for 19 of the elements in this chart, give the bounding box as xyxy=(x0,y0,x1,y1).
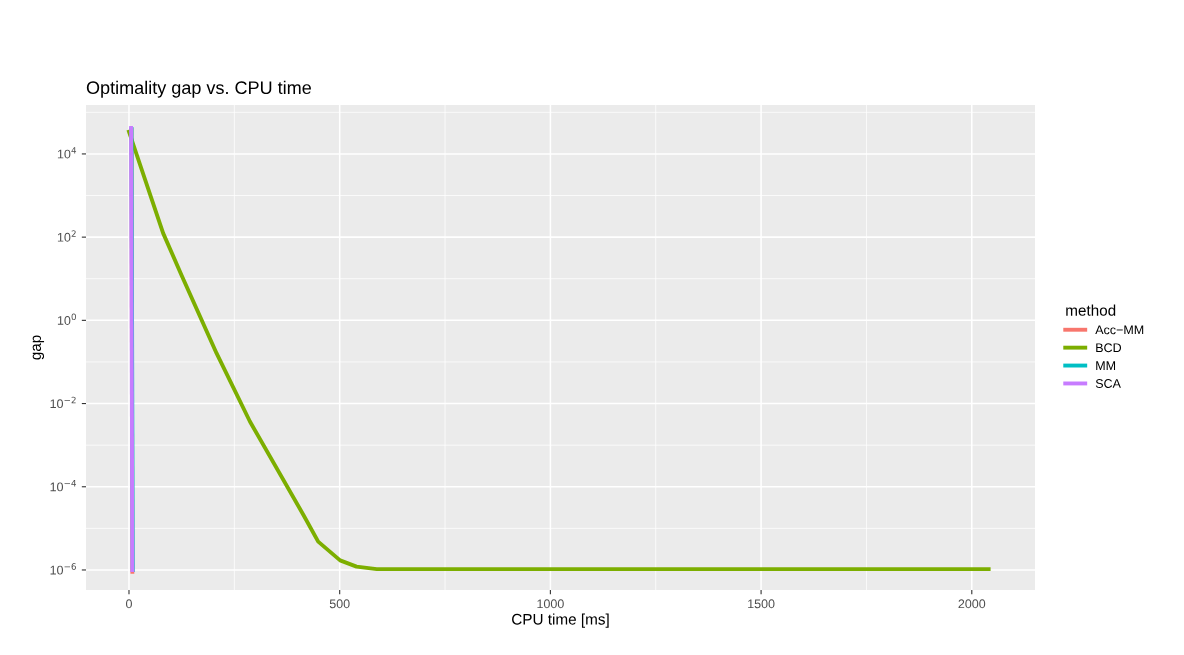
x-tick-label: 1000 xyxy=(537,599,564,609)
y-tick-label: 10$^{−6}$ xyxy=(50,563,76,575)
legend-title: method xyxy=(1066,304,1116,316)
y-tick-label: 10$^{−4}$ xyxy=(50,480,77,492)
y-tick-label: 10$^{−2}$ xyxy=(50,396,76,409)
x-axis-title: CPU time [ms] xyxy=(512,613,609,628)
x-tick-label: 1500 xyxy=(748,599,775,609)
chart-title: Optimality gap vs. CPU time xyxy=(86,80,311,98)
x-tick-label: 2000 xyxy=(958,599,986,609)
y-tick-label: 10$^{0}$ xyxy=(57,313,76,325)
x-tick-label: 0 xyxy=(126,599,132,609)
y-axis-title: gap xyxy=(32,335,45,360)
x-tick-label: 500 xyxy=(329,599,350,609)
y-tick-label: 10$^{2}$ xyxy=(57,230,76,242)
y-tick-label: 10$^{4}$ xyxy=(57,147,77,159)
legend-label: Acc−MM xyxy=(1095,325,1144,335)
legend-label: MM xyxy=(1096,361,1116,370)
legend-label: SCA xyxy=(1095,379,1121,388)
legend-label: BCD xyxy=(1096,343,1122,353)
